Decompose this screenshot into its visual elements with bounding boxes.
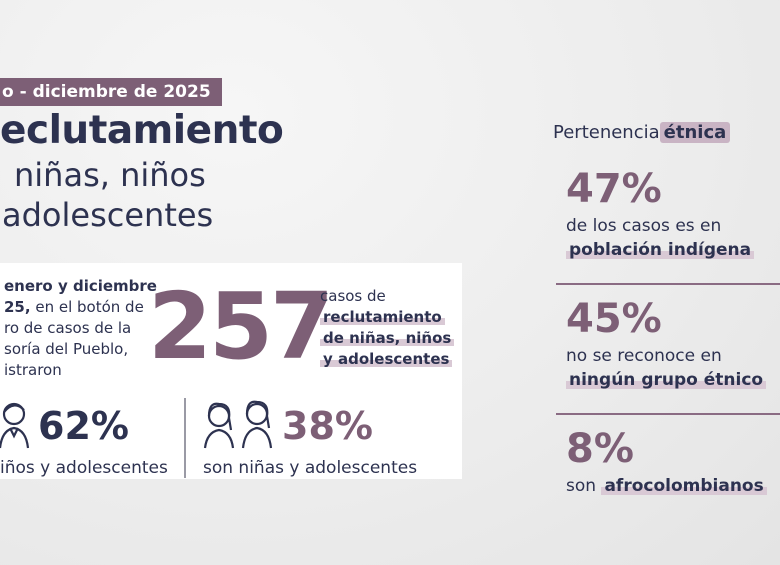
ethnic-text: no se reconoce en xyxy=(566,346,722,366)
girls-percent: 38% xyxy=(282,404,373,448)
intro-line: en el botón de xyxy=(35,298,144,316)
ethnic-highlight: población indígena xyxy=(566,240,755,260)
girls-icon xyxy=(203,400,273,449)
ethnic-percent: 8% xyxy=(566,426,634,472)
ethnic-percent: 47% xyxy=(566,166,662,212)
intro-line: istraron xyxy=(4,361,62,379)
divider xyxy=(556,283,780,285)
caption-line: y adolescentes xyxy=(320,350,453,368)
intro-line: 25, xyxy=(4,298,31,316)
divider xyxy=(556,413,780,415)
intro-line: soría del Pueblo, xyxy=(4,340,129,358)
ethnic-heading: Pertenencia étnica xyxy=(553,122,731,143)
heading-chip: étnica xyxy=(659,122,731,143)
boys-percent: 62% xyxy=(38,404,129,448)
ethnic-text: son xyxy=(566,476,597,496)
boys-label: iños y adolescentes xyxy=(0,458,168,478)
title-line: adolescentes xyxy=(2,196,214,234)
ethnic-percent: 45% xyxy=(566,296,662,342)
ethnic-text: de los casos es en xyxy=(566,216,722,236)
total-cases: 257 xyxy=(148,273,334,380)
title-line: niñas, niños xyxy=(14,156,206,194)
date-badge: o - diciembre de 2025 xyxy=(0,78,222,106)
intro-line: enero y diciembre xyxy=(4,277,157,295)
intro-line: ro de casos de la xyxy=(4,319,132,337)
caption-line: reclutamiento xyxy=(320,308,445,326)
girls-label: son niñas y adolescentes xyxy=(203,458,418,478)
caption-line: casos de xyxy=(320,287,386,305)
intro-text: enero y diciembre 25, en el botón de ro … xyxy=(4,276,157,381)
title-line: eclutamiento xyxy=(0,108,284,153)
ethnic-highlight: afrocolombianos xyxy=(601,476,767,496)
caption-line: de niñas, niños xyxy=(320,329,455,347)
ethnic-highlight: ningún grupo étnico xyxy=(566,370,767,390)
divider xyxy=(184,398,186,478)
total-caption: casos de reclutamiento de niñas, niños y… xyxy=(320,286,455,370)
heading-text: Pertenencia xyxy=(553,122,660,143)
boy-icon xyxy=(0,402,30,449)
